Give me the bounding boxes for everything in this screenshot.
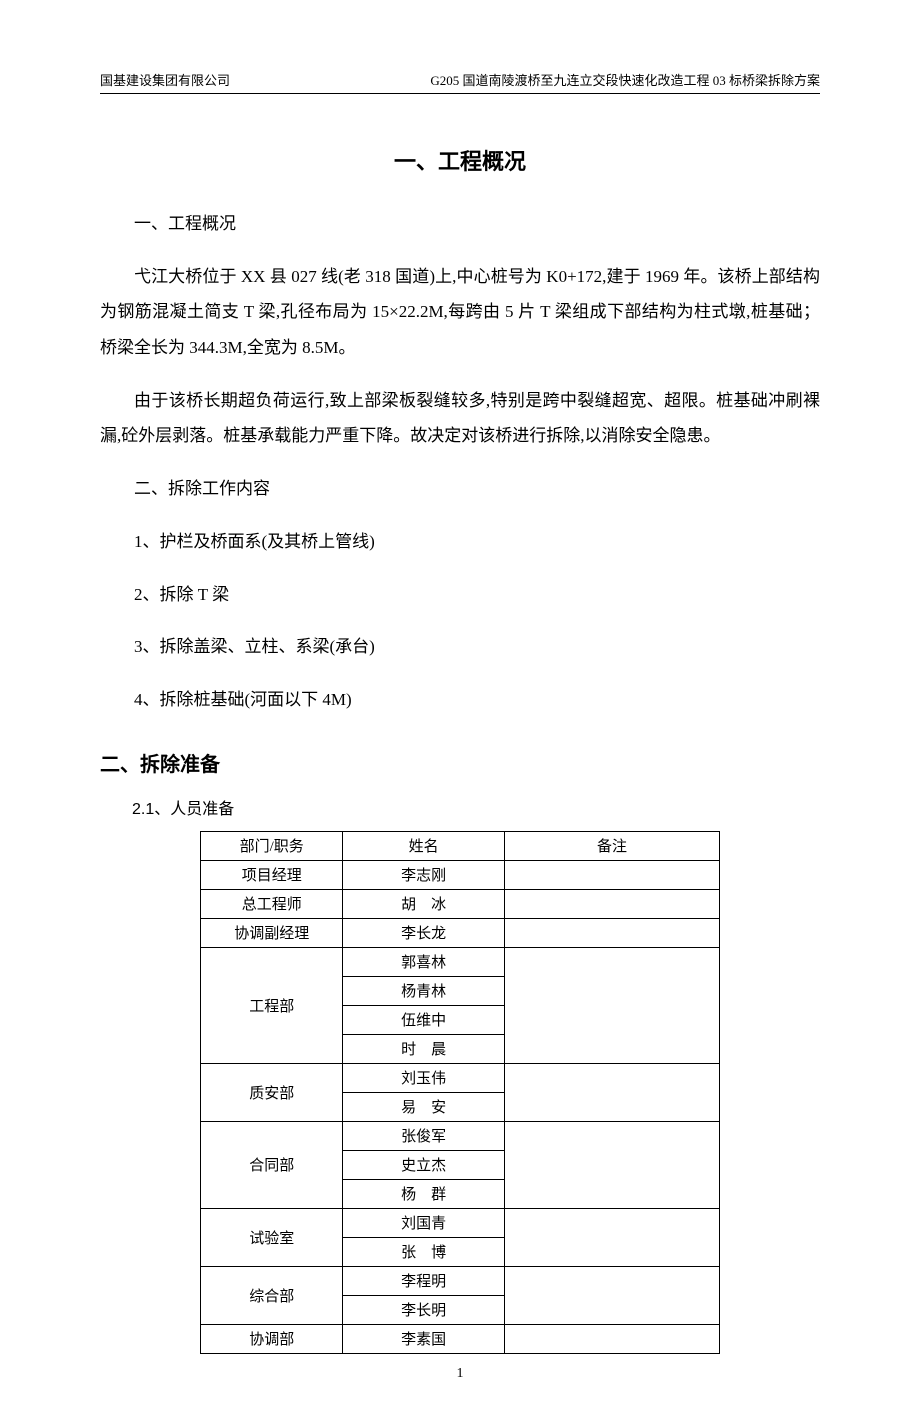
table-row: 试验室刘国青 [201, 1208, 720, 1237]
col-name-header: 姓名 [343, 831, 505, 860]
dept-cell: 协调部 [201, 1324, 343, 1353]
name-cell: 李志刚 [343, 860, 505, 889]
note-cell [504, 1324, 719, 1353]
list-item-1: 1、护栏及桥面系(及其桥上管线) [100, 524, 820, 560]
note-cell [504, 1063, 719, 1121]
dept-cell: 质安部 [201, 1063, 343, 1121]
table-row: 项目经理李志刚 [201, 860, 720, 889]
dept-cell: 协调副经理 [201, 918, 343, 947]
section-2-title: 二、拆除准备 [100, 748, 820, 777]
list-item-3: 3、拆除盖梁、立柱、系梁(承台) [100, 629, 820, 665]
col-dept-header: 部门/职务 [201, 831, 343, 860]
note-cell [504, 889, 719, 918]
header-left: 国基建设集团有限公司 [100, 70, 230, 89]
body-block: 一、工程概况 弋江大桥位于 XX 县 027 线(老 318 国道)上,中心桩号… [100, 206, 820, 718]
name-cell: 易 安 [343, 1092, 505, 1121]
note-cell [504, 1121, 719, 1208]
note-cell [504, 947, 719, 1063]
name-cell: 李素国 [343, 1324, 505, 1353]
list-item-4: 4、拆除桩基础(河面以下 4M) [100, 682, 820, 718]
name-cell: 胡 冰 [343, 889, 505, 918]
name-cell: 郭喜林 [343, 947, 505, 976]
name-cell: 张俊军 [343, 1121, 505, 1150]
name-cell: 杨 群 [343, 1179, 505, 1208]
table-row: 质安部刘玉伟 [201, 1063, 720, 1092]
col-note-header: 备注 [504, 831, 719, 860]
table-header-row: 部门/职务 姓名 备注 [201, 831, 720, 860]
name-cell: 伍维中 [343, 1005, 505, 1034]
document-page: 国基建设集团有限公司 G205 国道南陵渡桥至九连立交段快速化改造工程 03 标… [0, 0, 920, 1422]
note-cell [504, 1208, 719, 1266]
name-cell: 李长明 [343, 1295, 505, 1324]
dept-cell: 工程部 [201, 947, 343, 1063]
page-number: 1 [100, 1366, 820, 1382]
dept-cell: 合同部 [201, 1121, 343, 1208]
s2-label: 二、拆除工作内容 [100, 471, 820, 507]
dept-cell: 综合部 [201, 1266, 343, 1324]
note-cell [504, 918, 719, 947]
note-cell [504, 860, 719, 889]
name-cell: 时 晨 [343, 1034, 505, 1063]
subsection-2-1: 2.1、人员准备 [100, 795, 820, 819]
paragraph-1: 弋江大桥位于 XX 县 027 线(老 318 国道)上,中心桩号为 K0+17… [100, 259, 820, 366]
running-header: 国基建设集团有限公司 G205 国道南陵渡桥至九连立交段快速化改造工程 03 标… [100, 70, 820, 89]
header-rule [100, 93, 820, 94]
name-cell: 刘玉伟 [343, 1063, 505, 1092]
list-item-2: 2、拆除 T 梁 [100, 577, 820, 613]
name-cell: 张 博 [343, 1237, 505, 1266]
section-1-title: 一、工程概况 [100, 144, 820, 176]
name-cell: 李长龙 [343, 918, 505, 947]
table-body: 项目经理李志刚总工程师胡 冰协调副经理李长龙工程部郭喜林杨青林伍维中时 晨质安部… [201, 860, 720, 1353]
dept-cell: 总工程师 [201, 889, 343, 918]
name-cell: 李程明 [343, 1266, 505, 1295]
name-cell: 杨青林 [343, 976, 505, 1005]
header-right: G205 国道南陵渡桥至九连立交段快速化改造工程 03 标桥梁拆除方案 [430, 70, 820, 89]
note-cell [504, 1266, 719, 1324]
dept-cell: 项目经理 [201, 860, 343, 889]
table-row: 工程部郭喜林 [201, 947, 720, 976]
table-row: 协调副经理李长龙 [201, 918, 720, 947]
table-row: 总工程师胡 冰 [201, 889, 720, 918]
table-row: 综合部李程明 [201, 1266, 720, 1295]
dept-cell: 试验室 [201, 1208, 343, 1266]
s1-label: 一、工程概况 [100, 206, 820, 242]
table-row: 协调部李素国 [201, 1324, 720, 1353]
name-cell: 史立杰 [343, 1150, 505, 1179]
name-cell: 刘国青 [343, 1208, 505, 1237]
personnel-table: 部门/职务 姓名 备注 项目经理李志刚总工程师胡 冰协调副经理李长龙工程部郭喜林… [200, 831, 720, 1354]
table-row: 合同部张俊军 [201, 1121, 720, 1150]
paragraph-2: 由于该桥长期超负荷运行,致上部梁板裂缝较多,特别是跨中裂缝超宽、超限。桩基础冲刷… [100, 383, 820, 454]
